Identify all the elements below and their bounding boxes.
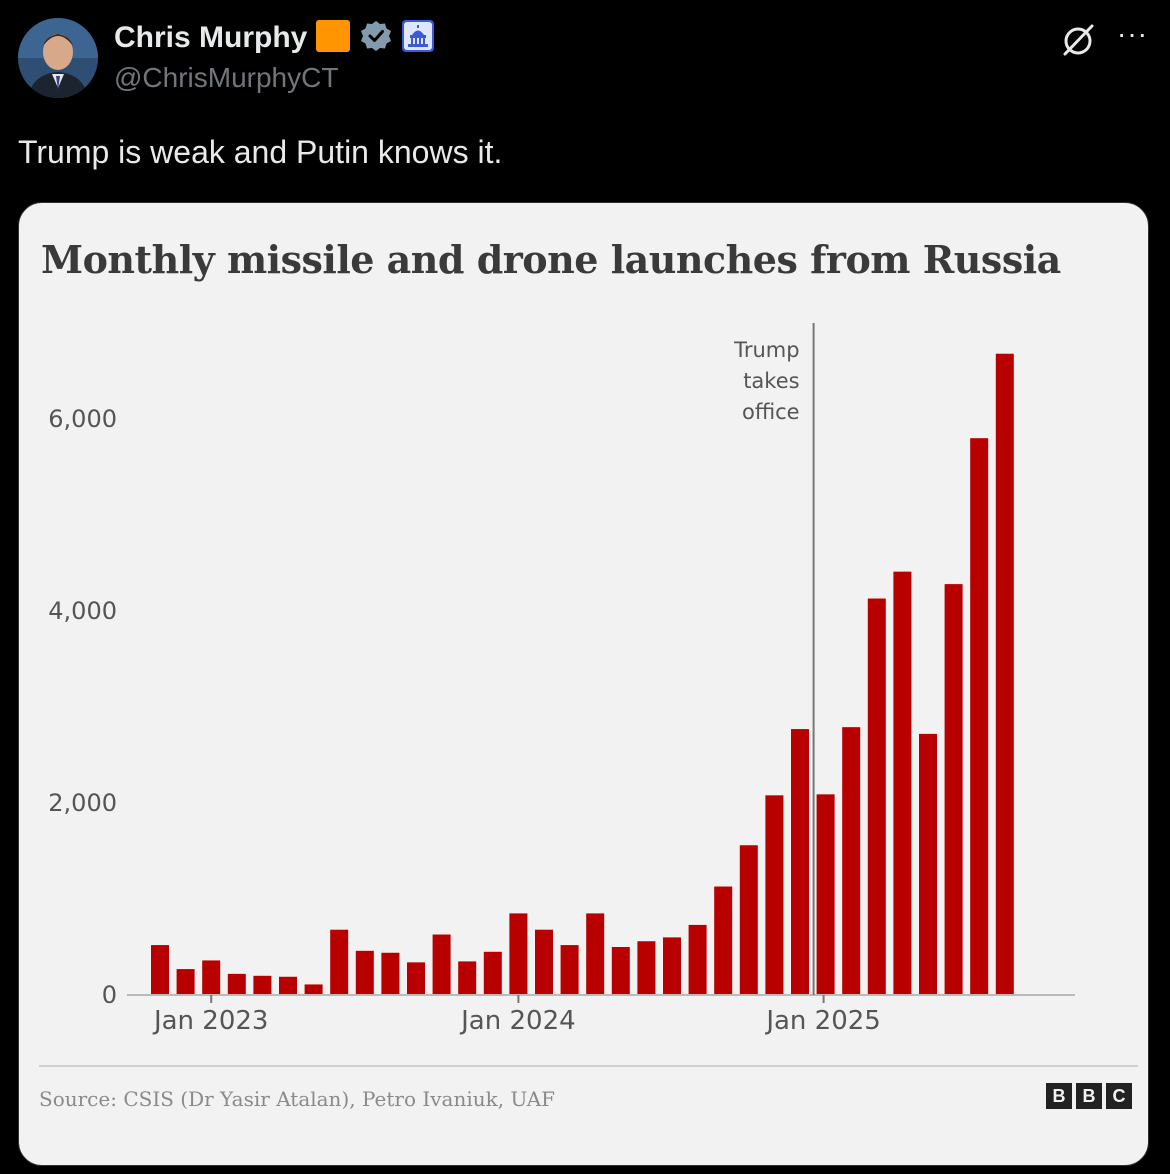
bar — [304, 984, 323, 995]
annotation-label: office — [742, 400, 800, 424]
bar — [253, 975, 272, 995]
bar — [355, 950, 374, 995]
bar — [842, 727, 861, 995]
bar — [663, 937, 681, 995]
bar — [637, 941, 656, 995]
y-tick-label: 4,000 — [48, 597, 117, 625]
bar — [688, 924, 707, 995]
grok-icon[interactable] — [1059, 20, 1099, 60]
bar — [483, 951, 502, 995]
bar — [714, 886, 733, 995]
bbc-logo-letter: C — [1106, 1083, 1132, 1109]
display-name[interactable]: Chris Murphy — [114, 21, 308, 54]
bar — [765, 795, 784, 995]
bar — [944, 584, 963, 995]
author-handle[interactable]: @ChrisMurphyCT — [114, 62, 339, 93]
capitol-affiliation-icon[interactable] — [401, 19, 435, 58]
post-actions: ··· — [1059, 20, 1148, 60]
bar — [867, 598, 886, 995]
chart-divider — [39, 1065, 1138, 1067]
bar — [739, 845, 758, 995]
more-options-icon[interactable]: ··· — [1117, 18, 1148, 49]
chart-title: Monthly missile and drone launches from … — [41, 237, 1061, 282]
bar — [995, 353, 1014, 996]
bar — [919, 733, 937, 995]
bar — [509, 913, 528, 995]
verified-badge-icon[interactable] — [359, 19, 393, 58]
bar — [816, 794, 835, 995]
bar — [381, 952, 400, 995]
bar-chart: 0 2,000 4,000 6,000 Jan 2023 Jan 2024 Jan 2025… — [48, 323, 1075, 1036]
bar — [407, 962, 425, 995]
bar — [330, 929, 349, 995]
bar — [970, 438, 989, 995]
bar — [791, 729, 809, 995]
y-tick-label: 0 — [102, 981, 117, 1009]
bar — [458, 961, 477, 995]
bar — [611, 947, 630, 995]
x-tick-label: Jan 2024 — [459, 1006, 576, 1036]
bbc-logo-letter: B — [1046, 1083, 1072, 1109]
bar — [893, 571, 912, 995]
bbc-logo-letter: B — [1076, 1083, 1102, 1109]
y-tick-label: 2,000 — [48, 789, 117, 817]
bar — [586, 913, 605, 995]
bar — [202, 960, 221, 995]
bar — [176, 969, 195, 995]
x-tick-label: Jan 2023 — [152, 1006, 269, 1036]
author-name-row: Chris Murphy — [114, 18, 435, 58]
avatar-image — [18, 18, 98, 98]
media-card[interactable]: Monthly missile and drone launches from … — [18, 202, 1149, 1166]
bar — [279, 976, 297, 995]
bar — [535, 929, 553, 995]
post-text: Trump is weak and Putin knows it. — [18, 134, 503, 170]
bar — [432, 934, 451, 995]
x-tick-label: Jan 2025 — [764, 1006, 881, 1036]
y-tick-label: 6,000 — [48, 405, 117, 433]
bar — [227, 973, 246, 995]
avatar[interactable] — [18, 18, 98, 98]
bbc-logo: B B C — [1046, 1083, 1132, 1109]
orange-square-icon — [315, 18, 351, 59]
bar — [560, 945, 579, 995]
chart-source: Source: CSIS (Dr Yasir Atalan), Petro Iv… — [39, 1087, 556, 1111]
annotation-label: takes — [743, 369, 799, 393]
annotation-label: Trump — [733, 338, 799, 362]
bar — [151, 945, 169, 995]
